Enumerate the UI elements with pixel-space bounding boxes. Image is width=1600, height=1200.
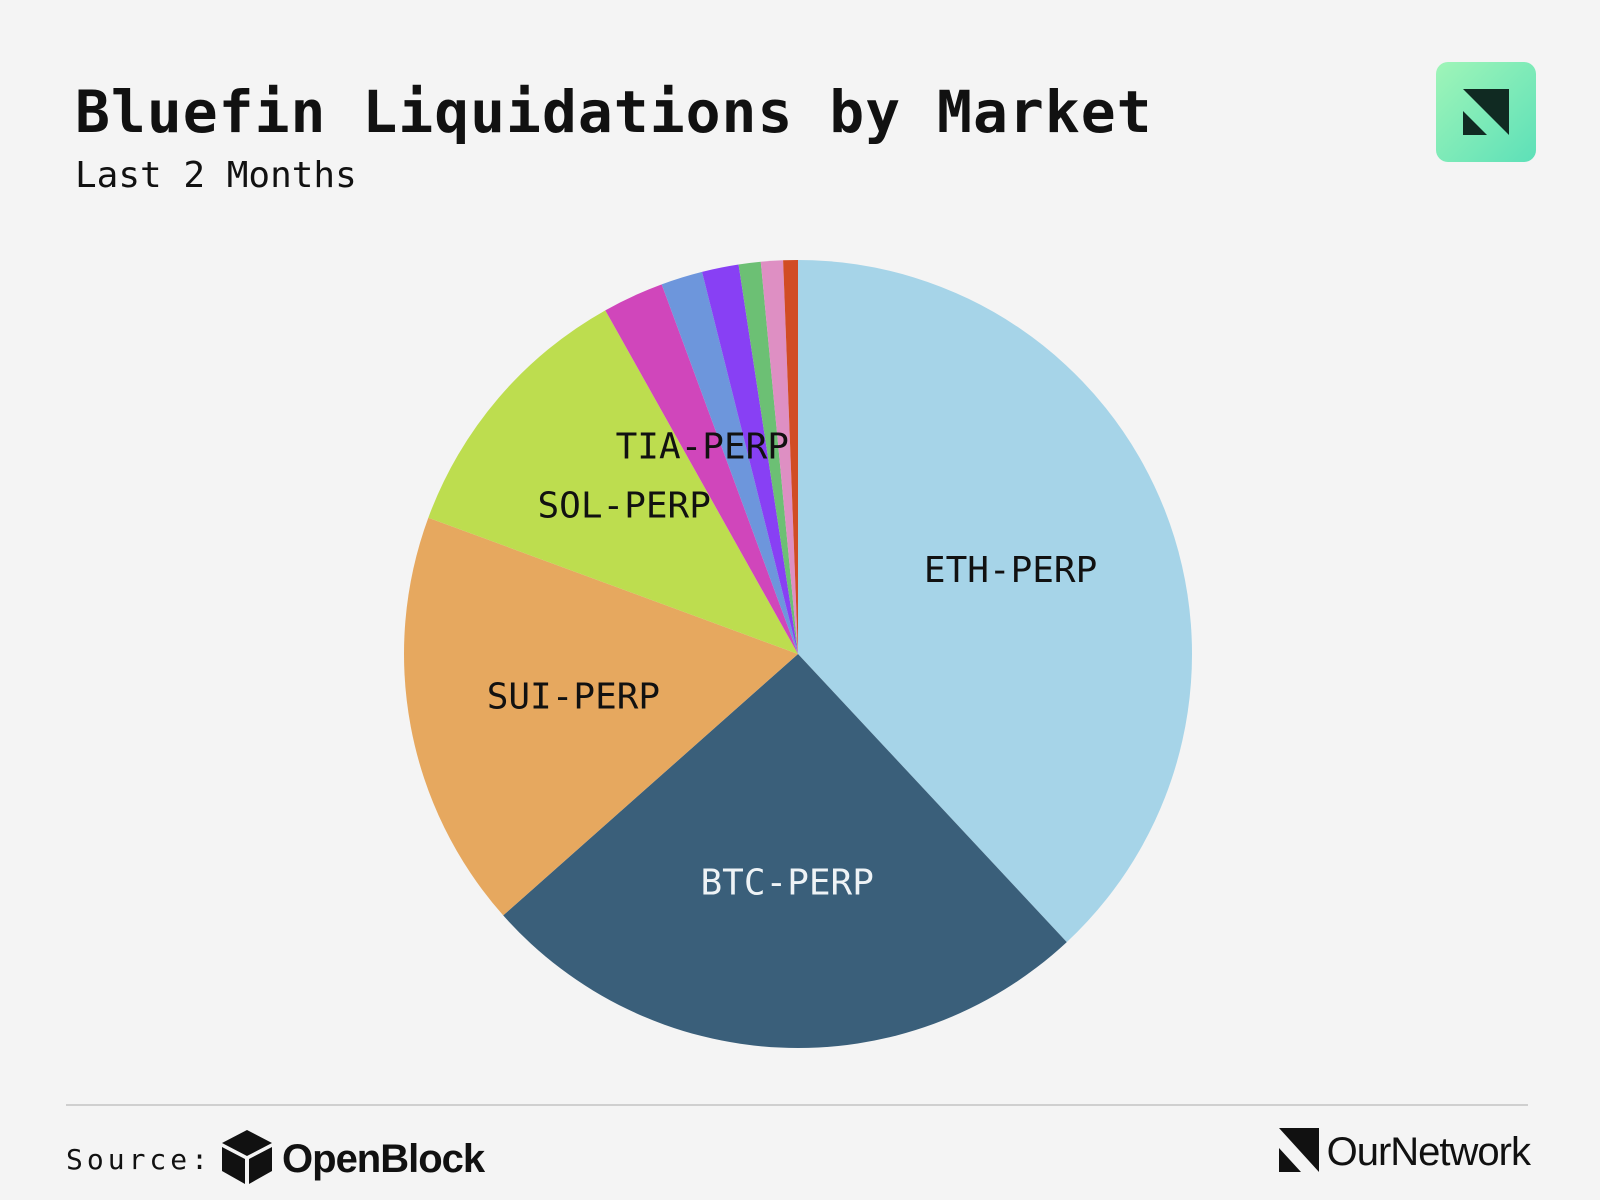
chart-title: Bluefin Liquidations by Market: [75, 78, 1153, 146]
chart-subtitle: Last 2 Months: [75, 155, 357, 196]
pie-slice-5: [661, 271, 798, 654]
openblock-cube-icon: [220, 1128, 274, 1190]
slice-label-tia-perp: TIA-PERP: [616, 427, 789, 468]
pie-slice-8: [760, 260, 798, 654]
source-name: OpenBlock: [282, 1136, 485, 1181]
source-label: Source:: [66, 1142, 213, 1176]
slice-label-btc-perp: BTC-PERP: [701, 862, 874, 903]
slice-label-sui-perp: SUI-PERP: [487, 676, 660, 717]
slice-label-sol-perp: SOL-PERP: [538, 486, 711, 527]
pie-slice-sol-perp: [428, 310, 798, 654]
pie-slice-6: [702, 264, 798, 654]
pie-slice-btc-perp: [503, 654, 1067, 1049]
pie-slice-sui-perp: [403, 517, 798, 916]
pie-chart: ETH-PERP BTC-PERP SUI-PERP SOL-PERP TIA-PERP: [280, 220, 1325, 1095]
pie-slice-9: [783, 260, 798, 654]
ournetwork-logo-icon: [1436, 62, 1536, 162]
brand-attribution: OurNetwork: [1278, 1128, 1531, 1176]
footer-divider: [66, 1104, 1528, 1106]
source-attribution: Source: OpenBlock: [66, 1128, 485, 1190]
pie-slice-tia-perp: [605, 284, 798, 654]
pie-slice-7: [738, 261, 798, 654]
pie-slice-eth-perp: [798, 260, 1193, 943]
brand-name: OurNetwork: [1326, 1129, 1531, 1174]
ournetwork-logo-icon: [1278, 1128, 1319, 1176]
pie-svg: ETH-PERP BTC-PERP SUI-PERP SOL-PERP TIA-PERP: [403, 260, 1193, 1049]
slice-label-eth-perp: ETH-PERP: [924, 550, 1097, 591]
